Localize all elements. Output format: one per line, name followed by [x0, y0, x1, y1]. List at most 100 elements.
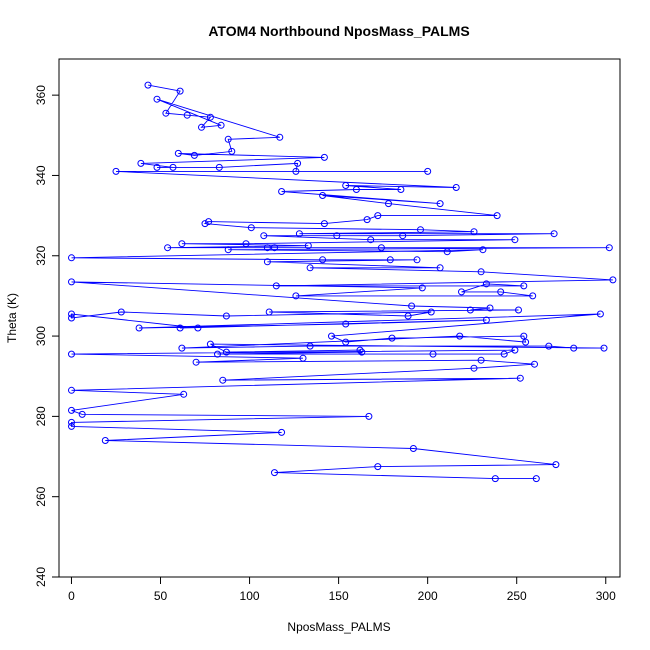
data-point: [374, 463, 382, 471]
data-point: [176, 87, 184, 95]
data-point: [228, 147, 236, 155]
data-point: [609, 276, 617, 284]
x-tick-label: 0: [68, 589, 75, 603]
data-point: [265, 308, 273, 316]
data-point: [397, 186, 405, 193]
data-point: [497, 288, 505, 296]
data-point: [363, 216, 371, 224]
data-point: [466, 306, 474, 314]
data-point: [531, 360, 538, 368]
data-point: [385, 200, 392, 208]
data-point: [408, 302, 416, 310]
data-point: [176, 324, 184, 332]
data-point: [458, 288, 465, 296]
data-point: [78, 410, 86, 418]
data-point: [374, 212, 382, 220]
data-point: [552, 461, 560, 469]
data-point: [263, 244, 271, 252]
data-point: [600, 344, 608, 352]
data-point: [429, 350, 437, 358]
data-point: [222, 312, 230, 320]
y-tick-label: 260: [34, 486, 48, 506]
data-point: [278, 428, 286, 436]
y-axis: 240 260 280 300 320 340 360: [34, 85, 60, 587]
data-point: [214, 350, 221, 358]
data-point: [112, 167, 120, 175]
data-point: [511, 236, 519, 244]
data-point: [477, 356, 485, 364]
data-point: [178, 344, 186, 352]
data-point: [605, 244, 613, 252]
x-tick-label: 200: [418, 589, 438, 603]
data-point: [263, 258, 271, 266]
data-point: [456, 332, 464, 340]
data-point: [215, 163, 223, 171]
data-point: [452, 184, 460, 191]
data-point: [365, 412, 373, 420]
data-point: [190, 151, 198, 159]
data-point: [271, 469, 278, 477]
data-point: [306, 342, 314, 350]
data-point: [511, 346, 519, 354]
x-tick-label: 300: [596, 589, 616, 603]
data-point: [178, 240, 186, 248]
y-tick-label: 340: [34, 165, 48, 185]
data-point: [217, 121, 225, 129]
data-point: [477, 268, 485, 276]
data-point: [342, 338, 350, 346]
data-point: [413, 256, 421, 264]
data-point: [545, 342, 553, 350]
data-point: [194, 324, 202, 332]
data-point: [144, 81, 152, 89]
data-point: [292, 292, 300, 300]
x-tick-label: 50: [154, 589, 168, 603]
data-point: [68, 314, 75, 322]
data-point: [320, 220, 328, 228]
data-point: [596, 310, 604, 318]
data-point: [153, 95, 161, 103]
data-point: [516, 374, 524, 382]
data-point: [68, 418, 75, 426]
y-axis-label: Theta (K): [5, 293, 19, 343]
data-point: [153, 163, 161, 171]
data-point: [409, 445, 417, 452]
data-point: [352, 186, 360, 193]
series-layer: [71, 84, 613, 480]
data-point: [198, 123, 205, 131]
data-point: [550, 230, 558, 238]
data-point: [169, 163, 177, 171]
data-point: [206, 113, 214, 121]
y-tick-label: 320: [34, 245, 48, 265]
data-point: [377, 244, 385, 252]
series-line: [71, 84, 613, 480]
data-point: [436, 264, 444, 272]
data-point: [342, 182, 350, 189]
x-axis: 0 50 100 150 200 250 300: [68, 576, 616, 603]
data-point: [68, 310, 75, 318]
data-point: [271, 244, 278, 252]
data-point: [443, 248, 451, 256]
data-point: [515, 306, 522, 314]
data-point: [399, 232, 407, 240]
x-tick-label: 250: [507, 589, 527, 603]
data-point: [404, 312, 412, 320]
data-point: [205, 218, 213, 226]
data-point: [418, 284, 426, 292]
y-tick-label: 360: [34, 85, 48, 105]
data-point: [206, 340, 214, 348]
data-point: [242, 240, 250, 248]
data-point: [292, 167, 300, 175]
data-point: [219, 376, 227, 384]
data-point: [342, 320, 350, 328]
data-point: [482, 280, 490, 288]
data-point: [299, 354, 307, 362]
data-point: [356, 346, 364, 354]
data-point: [470, 228, 478, 236]
data-point: [276, 133, 284, 141]
data-point: [470, 364, 478, 372]
x-axis-label: NposMass_PALMS: [287, 620, 390, 634]
data-point: [101, 437, 109, 444]
data-point: [367, 236, 375, 244]
